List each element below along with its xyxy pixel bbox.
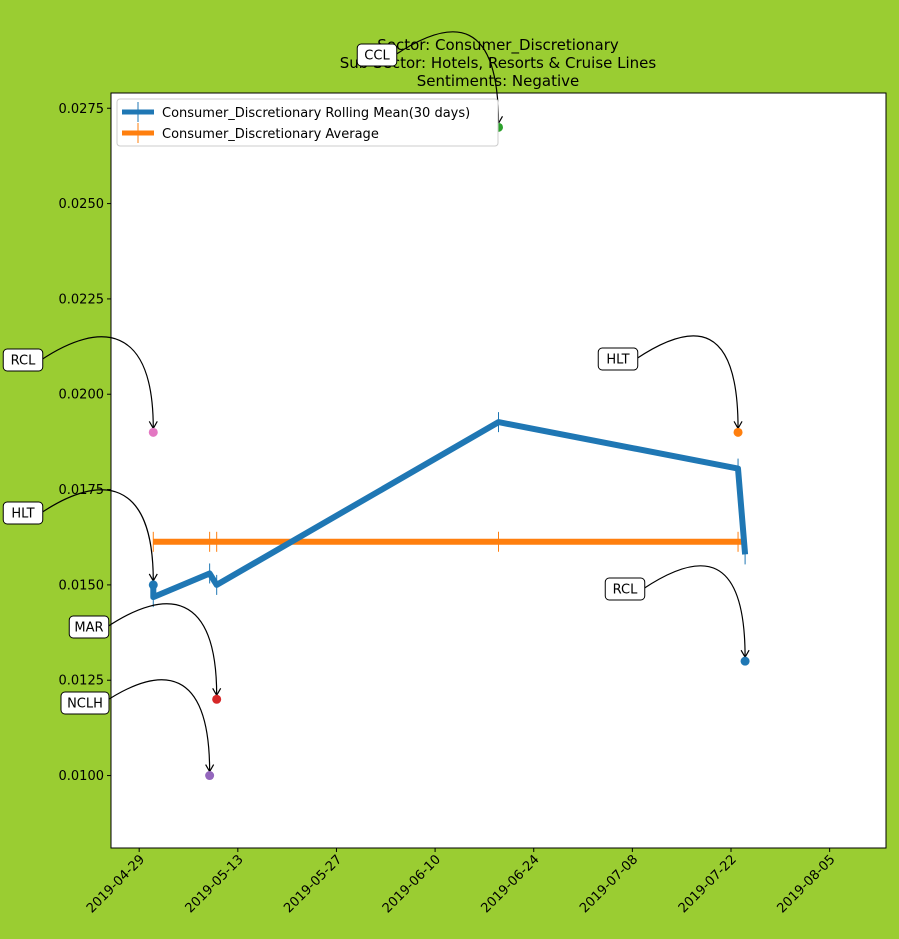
annotation-point — [212, 694, 222, 704]
annotation-point — [205, 771, 215, 781]
annotation-arrow — [635, 335, 739, 429]
annotation-arrow — [102, 679, 211, 772]
annotation-point — [733, 427, 743, 437]
y-tick-label: 0.0250 — [59, 197, 105, 212]
annotation-label: CCL — [364, 49, 390, 64]
annotation-label: MAR — [74, 621, 103, 636]
x-tick-label: 2019-07-08 — [577, 852, 641, 916]
annotation-label: HLT — [606, 353, 629, 368]
annotation-arrow — [394, 31, 500, 124]
annotation-point — [740, 656, 750, 666]
annotation-arrow — [40, 336, 154, 429]
legend: Consumer_Discretionary Rolling Mean(30 d… — [116, 98, 499, 147]
x-tick-label: 2019-06-24 — [479, 852, 543, 916]
annotation-box — [60, 691, 110, 715]
annotation-arrow — [40, 489, 154, 581]
annotation-box — [2, 348, 44, 372]
plot-area — [110, 92, 887, 849]
annotation-label: NCLH — [67, 697, 103, 712]
x-tick-label: 2019-05-27 — [281, 852, 345, 916]
y-tick-label: 0.0225 — [59, 292, 105, 307]
x-tick-label: 2019-04-29 — [84, 852, 148, 916]
annotation-box — [2, 501, 44, 525]
annotation-arrow — [106, 603, 218, 696]
annotation-box — [356, 43, 398, 67]
annotation-box — [604, 577, 646, 601]
legend-box — [116, 98, 499, 147]
y-tick-label: 0.0150 — [59, 578, 105, 593]
x-tick-label: 2019-06-10 — [380, 852, 444, 916]
x-tick-label: 2019-07-22 — [676, 852, 740, 916]
y-tick-label: 0.0175 — [59, 483, 105, 498]
series-layer — [150, 412, 749, 608]
annotation-point — [148, 580, 158, 590]
y-tick-label: 0.0125 — [59, 674, 105, 689]
x-tick-label: 2019-05-13 — [183, 852, 247, 916]
annotation-label: HLT — [11, 507, 34, 522]
annotation-label: RCL — [613, 583, 638, 598]
annotation-arrow — [642, 565, 746, 658]
y-tick-label: 0.0275 — [59, 102, 105, 117]
chart-title-line-2: Sub Sector: Hotels, Resorts & Cruise Lin… — [340, 54, 657, 72]
annotation-point — [148, 427, 158, 437]
annotation-layer: CCL RCL HLT HLT RCL MAR NCLH — [2, 31, 750, 781]
x-tick-label: 2019-08-05 — [774, 852, 838, 916]
annotation-label: RCL — [11, 354, 36, 369]
chart-title-line-3: Sentiments: Negative — [417, 72, 580, 90]
y-tick-label: 0.0100 — [59, 769, 105, 784]
y-axis: 0.0100 0.0125 0.0150 0.0175 0.0200 0.0225 0.02… — [59, 102, 111, 784]
y-tick-label: 0.0200 — [59, 388, 105, 403]
annotation-box — [597, 347, 639, 371]
x-axis: 2019-04-29 2019-05-13 2019-05-27 2019-06-10… — [84, 848, 838, 916]
legend-label-average: Consumer_Discretionary Average — [162, 127, 379, 142]
chart-title-line-1: Sector: Consumer_Discretionary — [377, 36, 619, 55]
annotation-box — [68, 615, 110, 639]
legend-label-rolling-mean: Consumer_Discretionary Rolling Mean(30 d… — [162, 106, 470, 121]
